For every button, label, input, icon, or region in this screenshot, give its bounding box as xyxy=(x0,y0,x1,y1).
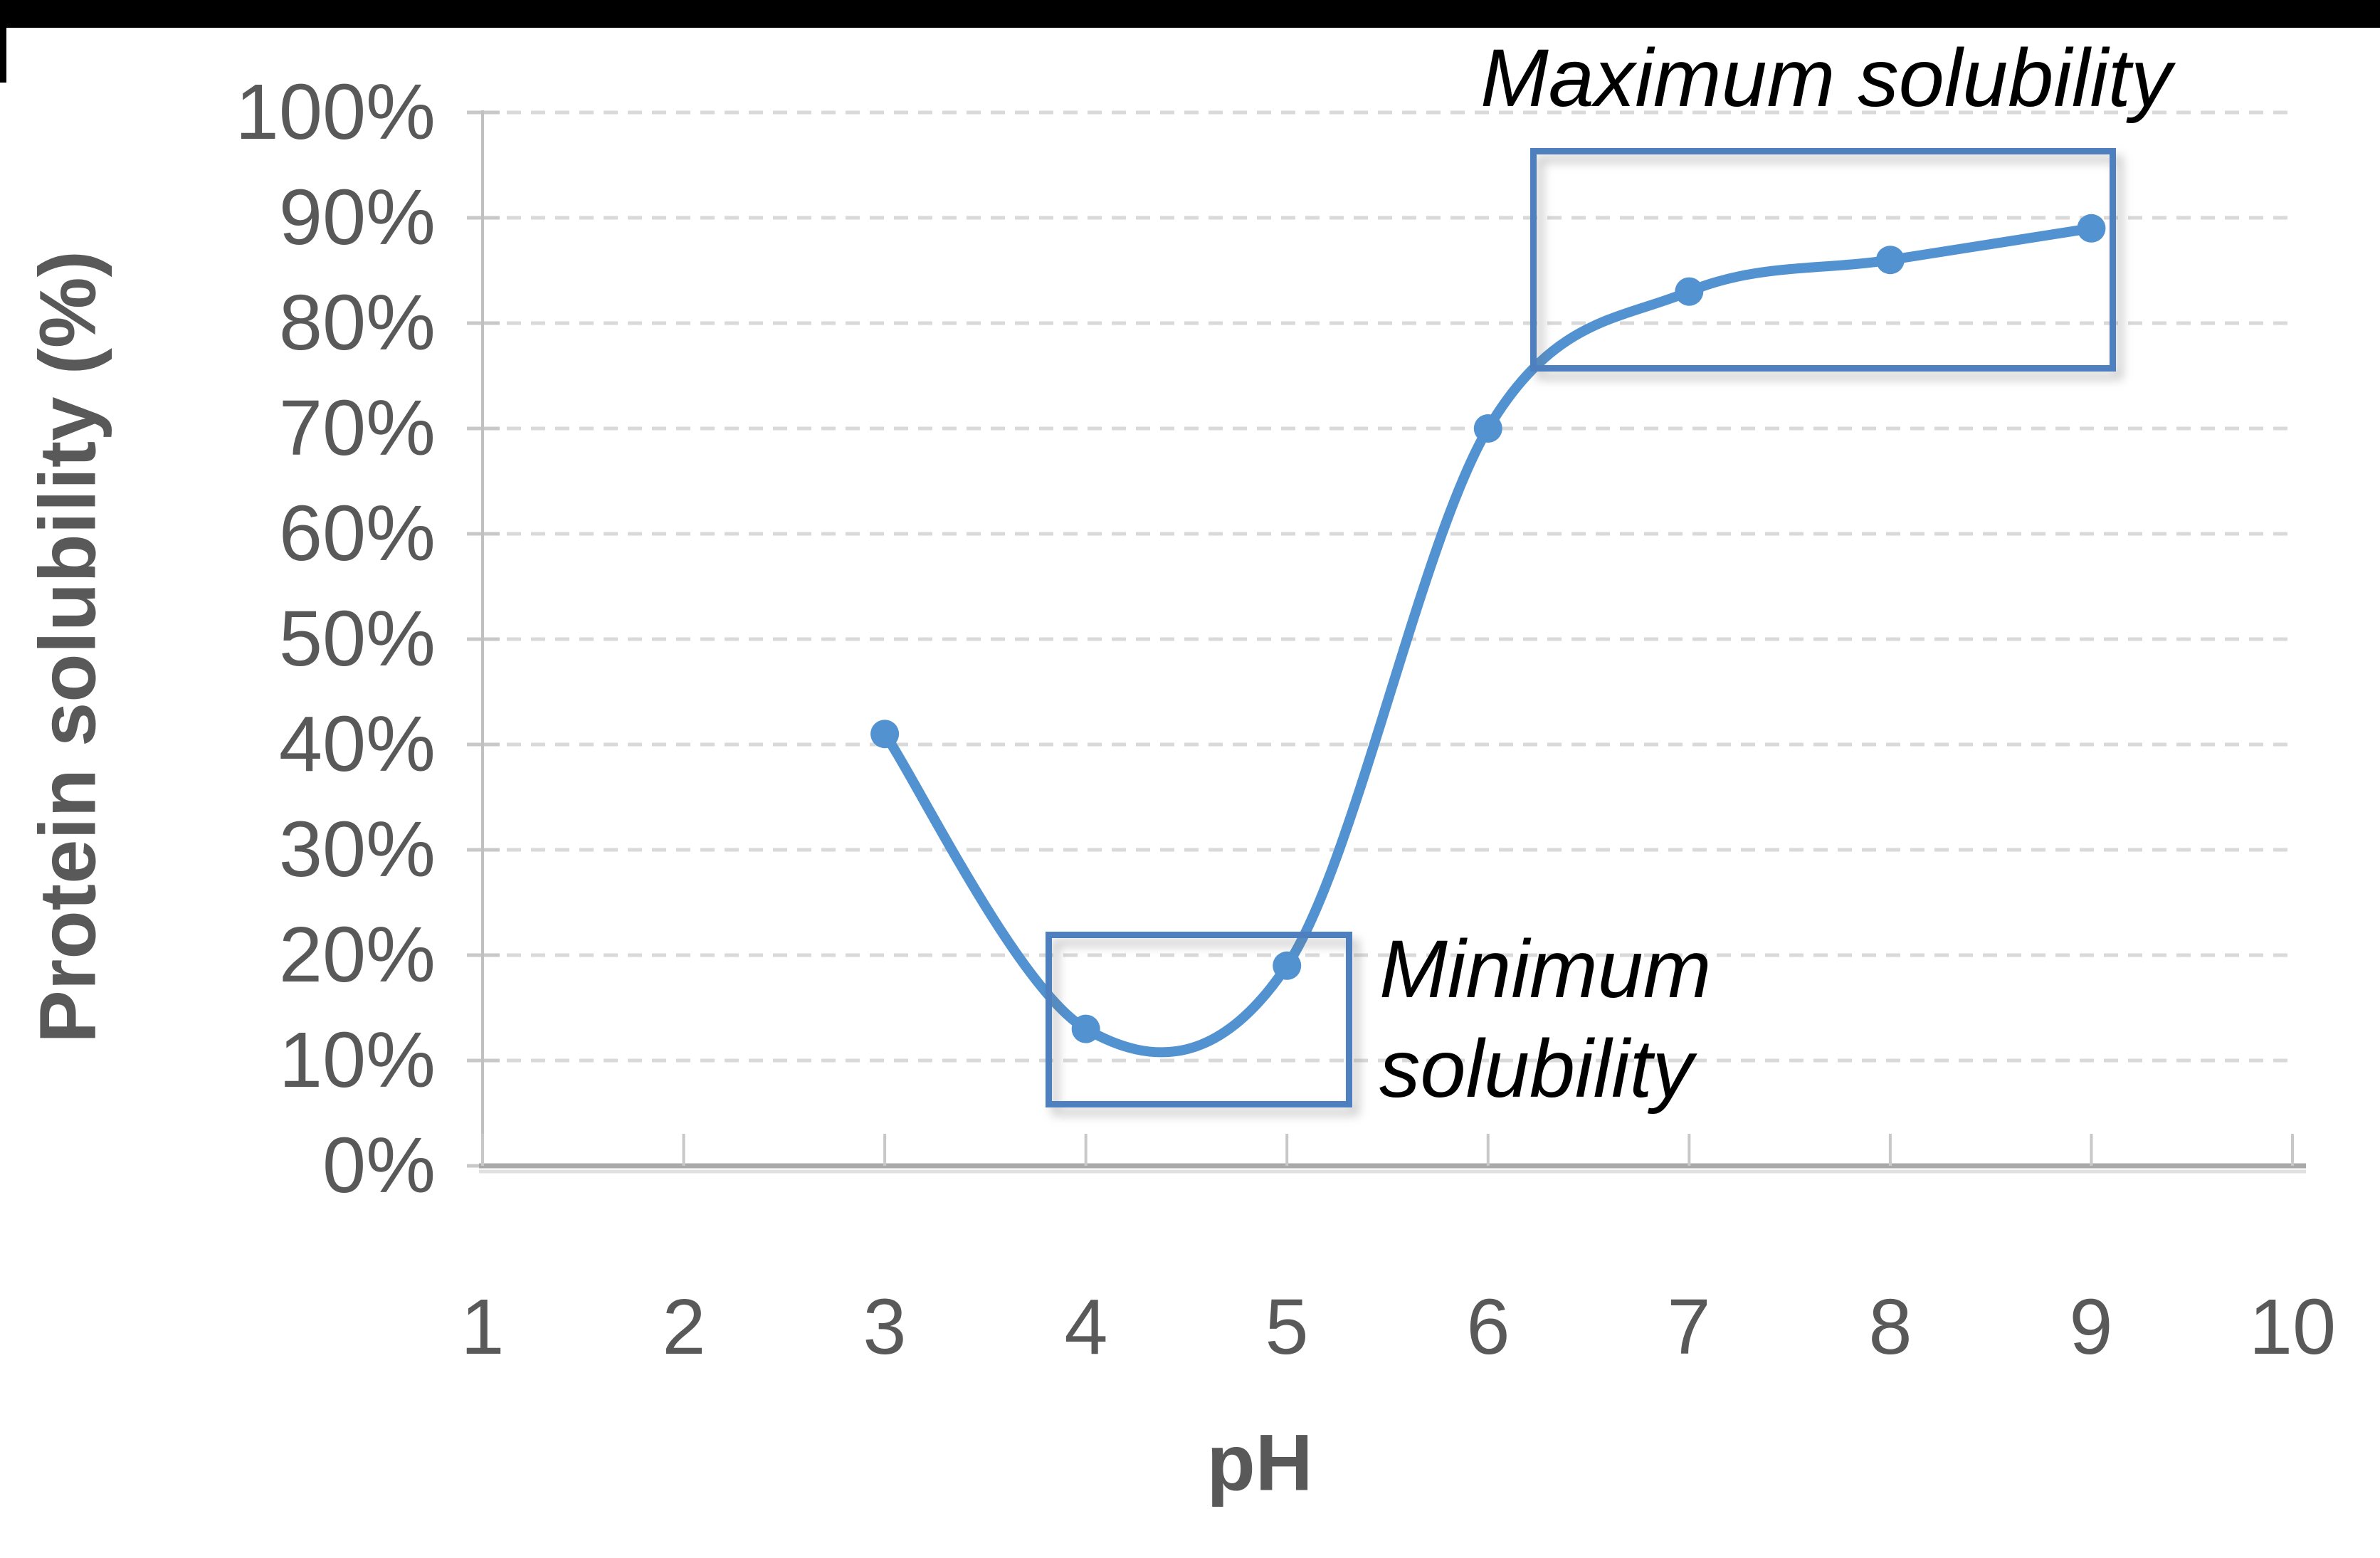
y-tick-label-20: 20% xyxy=(278,911,436,999)
x-axis-title: pH xyxy=(1206,1418,1313,1507)
x-tick-label-3: 3 xyxy=(863,1283,907,1371)
y-tick-label-60: 60% xyxy=(278,490,436,577)
data-point-ph5[interactable] xyxy=(1273,951,1302,980)
data-point-ph6[interactable] xyxy=(1473,414,1502,443)
data-point-ph7[interactable] xyxy=(1675,277,1704,306)
minimum-solubility-label: Minimum solubility xyxy=(1379,924,1712,1115)
top-black-bar xyxy=(0,0,2380,28)
data-point-ph8[interactable] xyxy=(1875,246,1905,275)
x-tick-label-8: 8 xyxy=(1868,1283,1912,1371)
y-axis-title: Protein solubility (%) xyxy=(23,251,112,1043)
data-point-ph4[interactable] xyxy=(1071,1014,1100,1043)
x-tick-label-2: 2 xyxy=(662,1283,706,1371)
data-point-ph3[interactable] xyxy=(870,720,900,749)
x-tick-label-7: 7 xyxy=(1667,1283,1711,1371)
maximum-solubility-box[interactable] xyxy=(1530,148,2116,372)
x-tick-label-4: 4 xyxy=(1064,1283,1108,1371)
y-tick-label-10: 10% xyxy=(278,1016,436,1104)
x-tick-label-6: 6 xyxy=(1466,1283,1510,1371)
y-tick-label-70: 70% xyxy=(278,384,436,472)
x-tick-label-10: 10 xyxy=(2248,1283,2337,1371)
minimum-solubility-box[interactable] xyxy=(1046,932,1352,1107)
y-tick-label-50: 50% xyxy=(278,595,436,683)
y-tick-label-100: 100% xyxy=(235,68,436,156)
x-tick-label-5: 5 xyxy=(1265,1283,1309,1371)
data-point-ph9[interactable] xyxy=(2077,214,2106,243)
x-tick-label-9: 9 xyxy=(2069,1283,2113,1371)
y-tick-label-40: 40% xyxy=(278,700,436,788)
y-tick-label-0: 0% xyxy=(322,1122,436,1209)
y-tick-label-30: 30% xyxy=(278,806,436,893)
left-black-edge xyxy=(0,0,6,83)
y-tick-label-90: 90% xyxy=(278,174,436,261)
maximum-solubility-label: Maximum solubility xyxy=(1480,33,2172,124)
y-tick-label-80: 80% xyxy=(278,279,436,367)
x-tick-label-1: 1 xyxy=(460,1283,505,1371)
